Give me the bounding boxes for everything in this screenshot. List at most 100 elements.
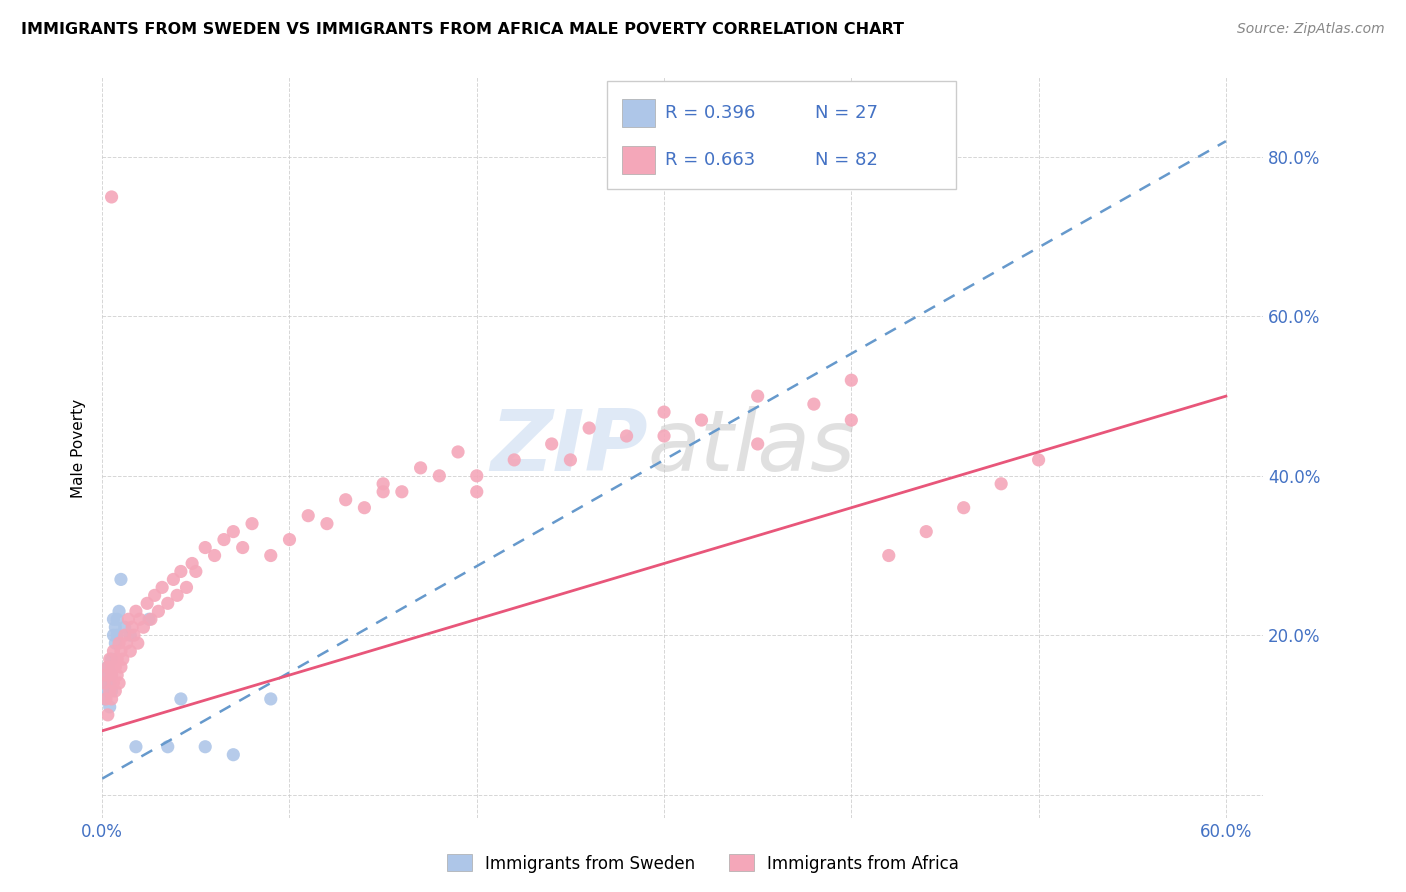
Point [98,699,121,714]
Text: N = 82: N = 82 [815,151,877,169]
Point [222,747,245,762]
Point [125,739,148,754]
Point [108,636,131,650]
Point [105,652,128,666]
Point [98,652,121,666]
Point [391,484,413,499]
Point [222,524,245,539]
Point [100,660,122,674]
Point [560,453,582,467]
Point [148,604,170,618]
Point [110,573,132,587]
Point [97,660,120,674]
Point [115,636,138,650]
Point [194,541,217,555]
Text: R = 0.396: R = 0.396 [665,103,755,122]
Point [176,581,198,595]
Point [108,676,131,690]
Legend: Immigrants from Sweden, Immigrants from Africa: Immigrants from Sweden, Immigrants from … [440,847,966,880]
Point [104,660,127,674]
Point [110,660,132,674]
Point [690,413,713,427]
Point [278,533,301,547]
Point [371,476,394,491]
Point [166,588,188,602]
Point [427,468,450,483]
Text: Source: ZipAtlas.com: Source: ZipAtlas.com [1237,22,1385,37]
Point [136,596,159,610]
Point [990,476,1012,491]
Point [915,524,938,539]
Point [98,684,121,698]
Point [94,692,117,706]
Text: ZIP: ZIP [491,407,648,490]
Point [465,468,488,483]
Point [94,668,117,682]
Point [93,692,115,706]
Point [97,660,120,674]
Text: IMMIGRANTS FROM SWEDEN VS IMMIGRANTS FROM AFRICA MALE POVERTY CORRELATION CHART: IMMIGRANTS FROM SWEDEN VS IMMIGRANTS FRO… [21,22,904,37]
Point [170,692,193,706]
FancyBboxPatch shape [621,99,655,127]
Point [103,612,125,626]
Point [297,508,319,523]
Point [100,684,122,698]
Point [503,453,526,467]
Point [103,644,125,658]
Point [100,668,122,682]
Point [747,437,769,451]
Point [204,549,226,563]
Point [128,612,150,626]
Point [94,676,117,690]
Point [105,668,128,682]
FancyBboxPatch shape [621,146,655,174]
Point [162,573,184,587]
Point [110,644,132,658]
Point [260,549,283,563]
Point [578,421,600,435]
Point [139,612,162,626]
Point [94,684,117,698]
Point [616,429,638,443]
FancyBboxPatch shape [607,81,956,188]
Point [104,636,127,650]
Point [409,461,432,475]
Point [232,541,254,555]
Point [240,516,263,531]
Point [839,413,862,427]
Text: atlas: atlas [648,407,856,490]
Point [465,484,488,499]
Point [122,628,145,642]
Point [194,739,217,754]
Point [447,445,470,459]
Point [97,668,120,682]
Point [100,652,122,666]
Point [127,636,149,650]
Point [170,565,193,579]
Point [104,620,127,634]
Point [184,565,207,579]
Point [93,676,115,690]
Point [121,620,143,634]
Point [877,549,900,563]
Point [117,612,139,626]
Point [803,397,825,411]
Y-axis label: Male Poverty: Male Poverty [72,399,86,498]
Point [138,612,160,626]
Point [952,500,974,515]
Point [316,516,339,531]
Point [156,739,179,754]
Point [260,692,283,706]
Point [120,644,142,658]
Point [652,429,675,443]
Point [652,405,675,419]
Point [125,604,148,618]
Point [98,676,121,690]
Point [114,628,136,642]
Point [371,484,394,499]
Point [103,628,125,642]
Point [111,652,134,666]
Point [839,373,862,387]
Point [120,628,142,642]
Point [100,692,122,706]
